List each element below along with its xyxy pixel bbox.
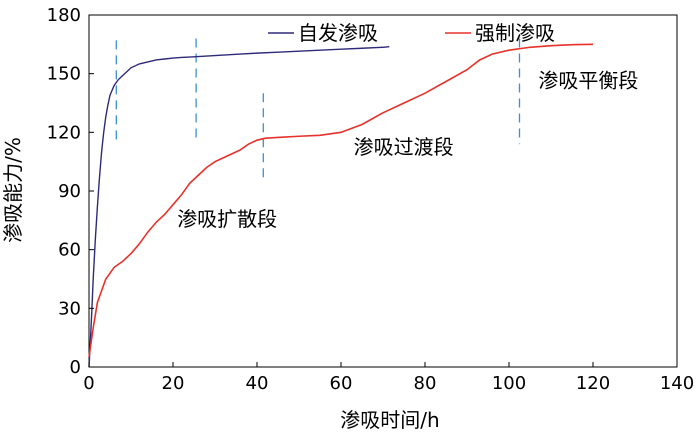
stage-annotation: 渗吸过渡段 (354, 135, 454, 159)
x-tick-label: 140 (660, 373, 694, 394)
x-tick-label: 80 (414, 373, 437, 394)
y-tick-label: 30 (58, 298, 81, 319)
stage-annotation: 渗吸扩散段 (177, 207, 277, 231)
y-tick-label: 60 (58, 240, 81, 261)
y-tick-label: 0 (70, 357, 81, 378)
annotation-layer: 渗吸扩散段 渗吸过渡段 渗吸平衡段 (177, 68, 638, 231)
series-line-forced (88, 43, 594, 358)
y-tick-label: 120 (47, 122, 81, 143)
stage-annotation: 渗吸平衡段 (538, 68, 638, 92)
x-tick-label: 20 (162, 373, 185, 394)
y-tick-label: 150 (47, 64, 81, 85)
legend-label: 自发渗吸 (298, 21, 378, 45)
x-tick-label: 60 (330, 373, 353, 394)
x-tick-label: 40 (246, 373, 269, 394)
legend: 自发渗吸 强制渗吸 (268, 21, 555, 45)
ticks-layer: 0 20 40 60 80 100 120 140 0 30 60 90 120 150 180 (47, 5, 695, 394)
stage-dividers (115, 38, 521, 180)
x-tick-label: 0 (83, 373, 94, 394)
x-tick-label: 100 (492, 373, 526, 394)
legend-label: 强制渗吸 (475, 21, 555, 45)
y-axis-title: 渗吸能力/% (1, 137, 25, 243)
x-tick-label: 120 (576, 373, 610, 394)
series-line-spontaneous (88, 45, 390, 368)
y-tick-label: 180 (47, 5, 81, 26)
x-axis-title: 渗吸时间/h (340, 408, 439, 432)
y-tick-label: 90 (58, 181, 81, 202)
series-layer (88, 43, 594, 368)
